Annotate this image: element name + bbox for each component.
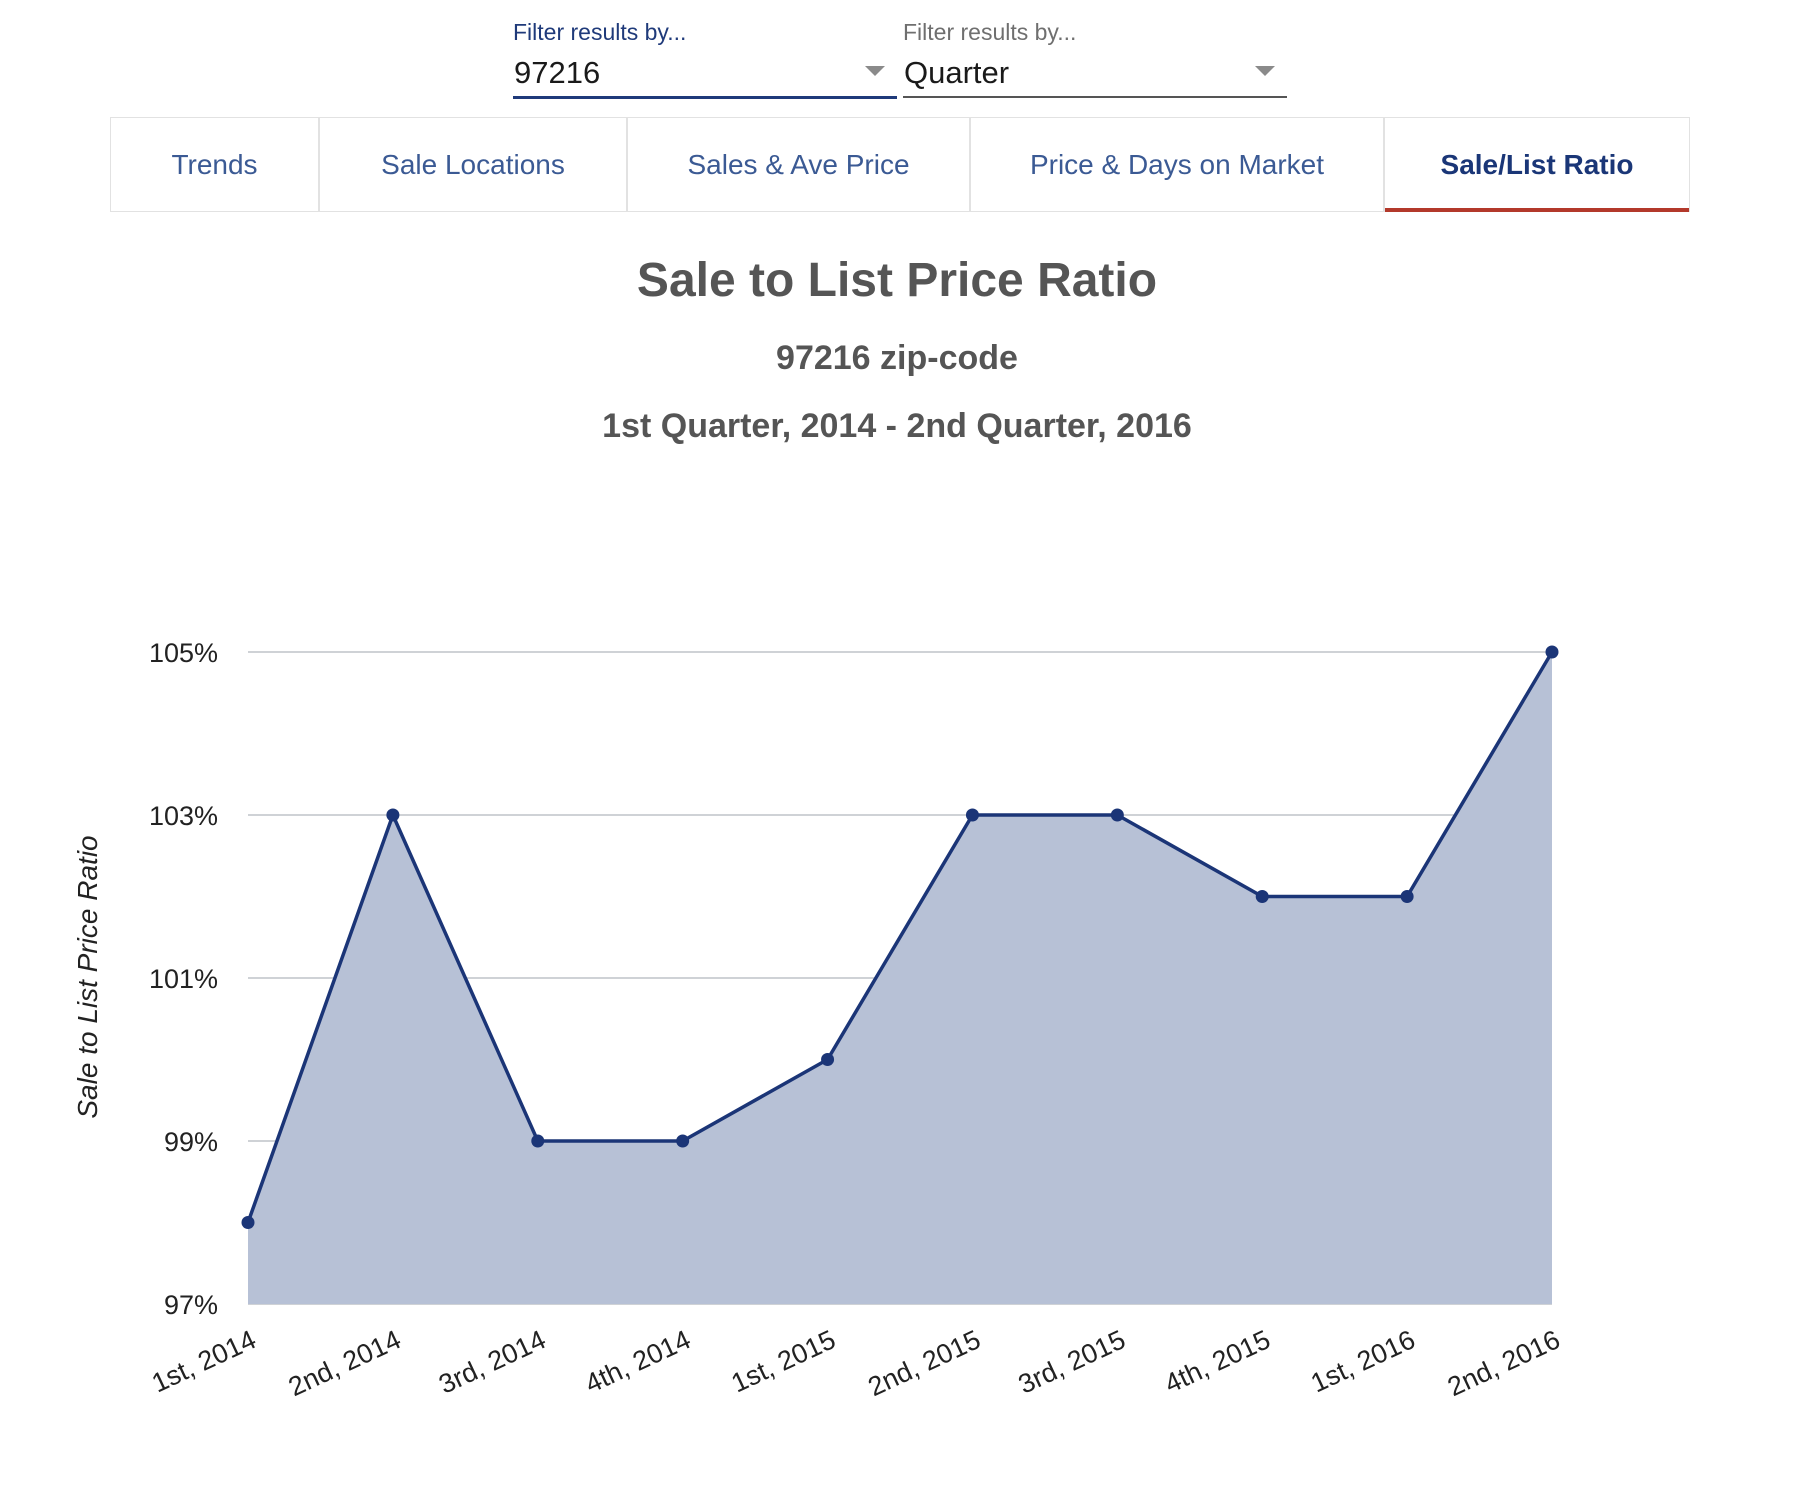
y-tick-label: 97% (164, 1290, 218, 1320)
x-tick-label: 2nd, 2014 (284, 1324, 406, 1402)
data-point[interactable] (965, 808, 979, 822)
chart-subtitle: 97216 zip-code (776, 339, 1018, 377)
series-line (246, 651, 1554, 1224)
x-tick-label: 1st, 2014 (147, 1324, 260, 1398)
zip-filter-value: 97216 (514, 55, 601, 90)
zip-filter-select[interactable]: 97216 (513, 52, 897, 99)
area-fill (248, 652, 1552, 1304)
data-point[interactable] (1255, 890, 1269, 903)
period-filter-select[interactable]: Quarter (903, 52, 1287, 98)
chevron-down-icon (865, 66, 885, 76)
period-filter-value: Quarter (904, 55, 1010, 90)
x-tick-label: 3rd, 2014 (434, 1324, 550, 1399)
x-axis-ticks: 1st, 2014 2nd, 2014 3rd, 2014 4th, 2014 1st,… (147, 1324, 1564, 1402)
area-series (241, 645, 1559, 1304)
data-point[interactable] (821, 1053, 835, 1066)
x-tick-label: 4th, 2015 (1160, 1324, 1275, 1399)
data-point[interactable] (1400, 890, 1414, 903)
x-tick-label: 1st, 2016 (1306, 1324, 1419, 1398)
tab-sales-ave-price[interactable]: Sales & Ave Price (628, 118, 971, 211)
y-axis-label: Sale to List Price Ratio (72, 835, 103, 1118)
data-point[interactable] (241, 1216, 255, 1229)
tab-sale-list-ratio[interactable]: Sale/List Ratio (1385, 118, 1689, 212)
x-tick-label: 1st, 2015 (727, 1324, 840, 1398)
period-filter-label: Filter results by... (903, 19, 1077, 45)
x-tick-label: 2nd, 2015 (863, 1324, 985, 1402)
tab-price-days-on-market[interactable]: Price & Days on Market (971, 118, 1385, 211)
y-tick-label: 99% (164, 1127, 218, 1157)
zip-filter: Filter results by... 97216 (513, 18, 897, 99)
x-tick-label: 4th, 2014 (580, 1324, 695, 1399)
data-point[interactable] (676, 1134, 690, 1148)
y-axis-ticks: 97% 99% 101% 103% 105% (149, 638, 218, 1320)
zip-filter-label: Filter results by... (513, 19, 687, 45)
period-filter: Filter results by... Quarter (903, 18, 1287, 98)
tab-trends[interactable]: Trends (111, 118, 320, 211)
x-tick-label: 2nd, 2016 (1443, 1324, 1565, 1402)
data-point[interactable] (531, 1134, 545, 1148)
x-tick-label: 3rd, 2015 (1014, 1324, 1130, 1399)
data-point[interactable] (1110, 808, 1124, 822)
chevron-down-icon (1255, 66, 1275, 76)
chart-title: Sale to List Price Ratio (636, 254, 1158, 307)
y-tick-label: 105% (149, 638, 218, 668)
data-point[interactable] (386, 808, 400, 822)
y-tick-label: 101% (149, 964, 218, 994)
y-tick-label: 103% (149, 801, 218, 831)
tab-sale-locations[interactable]: Sale Locations (320, 118, 628, 211)
chart-period: 1st Quarter, 2014 - 2nd Quarter, 2016 (602, 407, 1192, 445)
data-point[interactable] (1545, 645, 1559, 659)
report-tabs: Trends Sale Locations Sales & Ave Price … (110, 117, 1690, 212)
